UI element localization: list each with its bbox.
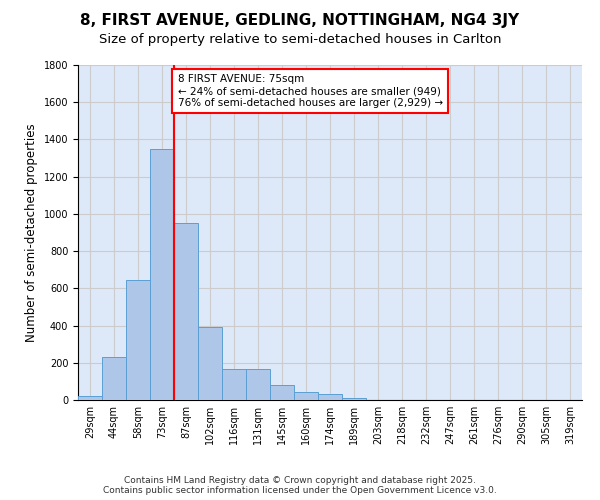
Bar (342, 398, 366, 400)
Bar (246, 370, 270, 400)
Bar (222, 370, 246, 400)
Text: 8 FIRST AVENUE: 75sqm
← 24% of semi-detached houses are smaller (949)
76% of sem: 8 FIRST AVENUE: 75sqm ← 24% of semi-deta… (178, 74, 443, 108)
Bar (318, 394, 342, 400)
Bar (174, 223, 198, 400)
Bar (198, 328, 222, 400)
Bar (102, 357, 126, 400)
Y-axis label: Number of semi-detached properties: Number of semi-detached properties (25, 123, 38, 342)
Text: 8, FIRST AVENUE, GEDLING, NOTTINGHAM, NG4 3JY: 8, FIRST AVENUE, GEDLING, NOTTINGHAM, NG… (80, 12, 520, 28)
Bar (294, 392, 318, 400)
Bar (270, 385, 294, 400)
Text: Contains HM Land Registry data © Crown copyright and database right 2025.
Contai: Contains HM Land Registry data © Crown c… (103, 476, 497, 495)
Bar (150, 148, 174, 400)
Text: Size of property relative to semi-detached houses in Carlton: Size of property relative to semi-detach… (99, 32, 501, 46)
Bar (78, 396, 102, 400)
Bar (126, 280, 150, 400)
